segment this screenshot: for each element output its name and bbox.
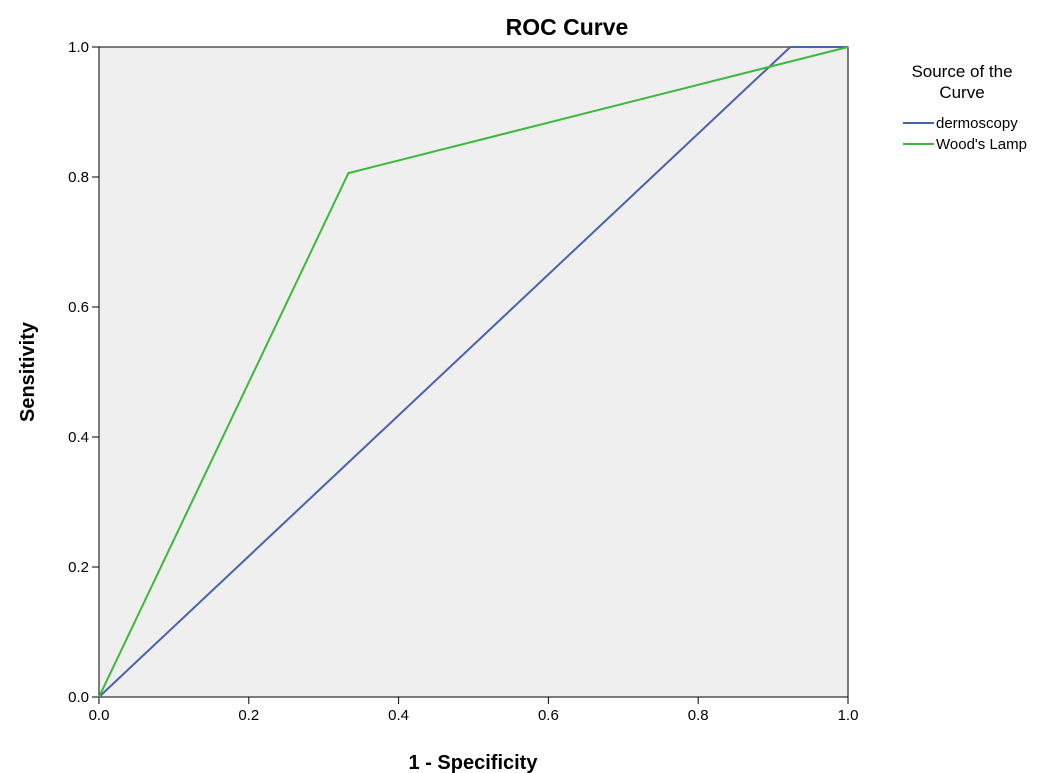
y-tick-label: 0.8 <box>68 169 89 186</box>
x-axis-label: 1 - Specificity <box>409 752 539 773</box>
legend-label: dermoscopy <box>936 115 1018 132</box>
y-axis-label: Sensitivity <box>17 321 39 422</box>
y-tick-label: 0.0 <box>68 689 89 706</box>
y-tick-label: 0.4 <box>68 429 89 446</box>
y-axis: 0.0 0.2 0.4 0.6 0.8 1.0 <box>68 39 99 706</box>
x-tick-label: 1.0 <box>838 707 859 724</box>
legend: Source of the Curve dermoscopy Wood's Lam… <box>903 62 1027 153</box>
y-tick-label: 0.2 <box>68 559 89 576</box>
series-layer <box>98 46 849 698</box>
y-tick-label: 0.6 <box>68 299 89 316</box>
x-tick-label: 0.8 <box>688 707 709 724</box>
series-line-dermoscopy <box>98 46 848 698</box>
legend-title-line-2: Curve <box>939 83 984 102</box>
x-tick-label: 0.0 <box>89 707 110 724</box>
legend-label: Wood's Lamp <box>936 136 1027 153</box>
x-axis: 0.0 0.2 0.4 0.6 0.8 1.0 <box>89 697 859 724</box>
x-tick-label: 0.6 <box>538 707 559 724</box>
series-line-wood-s-lamp <box>98 46 849 698</box>
x-tick-label: 0.2 <box>238 707 259 724</box>
x-tick-label: 0.4 <box>388 707 409 724</box>
chart-title: ROC Curve <box>506 14 629 40</box>
legend-title-line-1: Source of the <box>911 62 1012 81</box>
plot-area <box>98 46 849 698</box>
y-tick-label: 1.0 <box>68 39 89 56</box>
